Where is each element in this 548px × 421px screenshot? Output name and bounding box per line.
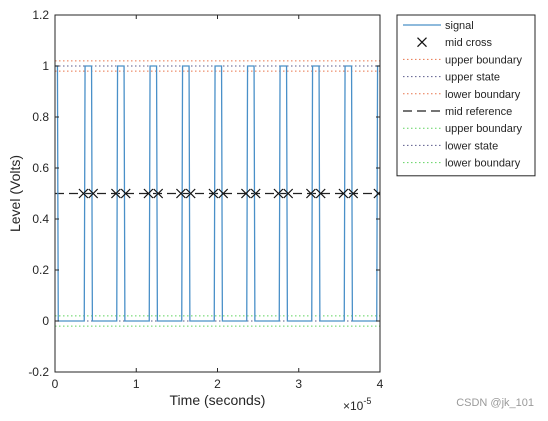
x-tick-label: 4 (377, 377, 384, 391)
mid-cross-marker (283, 188, 294, 199)
y-tick-label: 0.4 (32, 212, 49, 226)
legend-label: upper boundary (445, 123, 523, 135)
mid-cross-marker (88, 188, 99, 199)
watermark: CSDN @jk_101 (456, 397, 534, 409)
legend-label: lower boundary (445, 158, 521, 170)
mid-cross-marker (250, 188, 261, 199)
y-tick-label: 0 (42, 314, 49, 328)
x-tick-label: 3 (295, 377, 302, 391)
mid-cross-marker (218, 188, 229, 199)
mid-cross-marker (143, 188, 154, 199)
y-tick-label: 0.6 (32, 161, 49, 175)
mid-cross-marker (273, 188, 284, 199)
legend-entry: lower state (403, 140, 498, 152)
legend-box (396, 14, 536, 177)
mid-cross-marker (208, 188, 219, 199)
y-tick-label: 1 (42, 59, 49, 73)
mid-cross-marker (348, 188, 359, 199)
y-tick-label: -0.2 (28, 365, 49, 379)
x-tick-label: 2 (214, 377, 221, 391)
legend-entry: signal (403, 20, 474, 32)
legend-label: mid reference (445, 106, 512, 118)
legend-label: signal (445, 20, 474, 32)
legend-label: upper boundary (445, 54, 523, 66)
mid-cross-marker (306, 188, 316, 199)
y-axis-label: Level (Volts) (7, 155, 23, 232)
mid-cross-marker (120, 188, 131, 199)
y-tick-label: 0.2 (32, 263, 49, 277)
legend-entry: lower boundary (403, 158, 521, 170)
y-tick-label: 0.8 (32, 110, 49, 124)
legend-entry: upper boundary (403, 54, 523, 66)
mid-cross-marker (78, 188, 89, 199)
signal-line (55, 65, 380, 322)
legend-label: lower state (445, 140, 498, 152)
legend-entry: upper state (403, 72, 500, 84)
y-tick-label: 1.2 (32, 8, 49, 22)
mid-cross-marker (111, 188, 121, 199)
x-exponent-label: ×10-5 (343, 396, 371, 413)
mid-cross-marker (176, 188, 186, 199)
legend-label: mid cross (445, 37, 493, 49)
legend-label: upper state (445, 72, 500, 84)
legend-label: lower boundary (445, 89, 521, 101)
mid-cross-marker (185, 188, 196, 199)
legend-entry: lower boundary (403, 89, 521, 101)
mid-cross-marker (153, 188, 164, 199)
x-tick-label: 0 (52, 377, 59, 391)
mid-cross-marker (373, 188, 380, 199)
legend-entry: mid reference (403, 106, 512, 118)
legend-entry: upper boundary (403, 123, 523, 135)
legend-entry: mid cross (417, 37, 493, 49)
mid-cross-marker (338, 188, 349, 199)
mid-cross-marker (315, 188, 326, 199)
x-axis-label: Time (seconds) (170, 392, 266, 408)
x-tick-label: 1 (133, 377, 140, 391)
mid-cross-marker (241, 188, 251, 199)
